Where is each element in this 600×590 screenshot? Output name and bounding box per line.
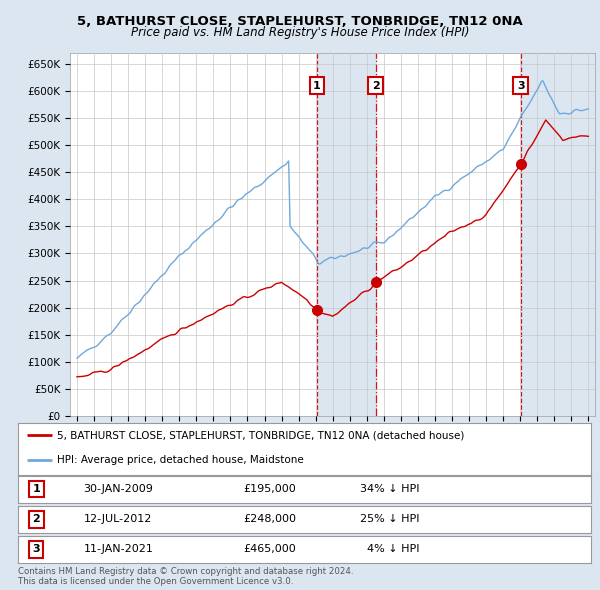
Text: 3: 3: [517, 81, 524, 91]
Text: 12-JUL-2012: 12-JUL-2012: [84, 514, 152, 524]
Text: £465,000: £465,000: [244, 545, 296, 554]
Text: 5, BATHURST CLOSE, STAPLEHURST, TONBRIDGE, TN12 0NA: 5, BATHURST CLOSE, STAPLEHURST, TONBRIDG…: [77, 15, 523, 28]
Text: 25% ↓ HPI: 25% ↓ HPI: [359, 514, 419, 524]
Bar: [521, 53, 595, 416]
Text: Price paid vs. HM Land Registry's House Price Index (HPI): Price paid vs. HM Land Registry's House …: [131, 26, 469, 39]
Text: Contains HM Land Registry data © Crown copyright and database right 2024.
This d: Contains HM Land Registry data © Crown c…: [18, 567, 353, 586]
Bar: [317, 53, 376, 416]
Text: 5, BATHURST CLOSE, STAPLEHURST, TONBRIDGE, TN12 0NA (detached house): 5, BATHURST CLOSE, STAPLEHURST, TONBRIDG…: [57, 431, 464, 441]
Text: 34% ↓ HPI: 34% ↓ HPI: [359, 484, 419, 494]
Text: £248,000: £248,000: [244, 514, 296, 524]
Text: 3: 3: [32, 545, 40, 554]
Text: 2: 2: [32, 514, 40, 524]
Text: 4% ↓ HPI: 4% ↓ HPI: [367, 545, 419, 554]
Text: 1: 1: [32, 484, 40, 494]
Text: 11-JAN-2021: 11-JAN-2021: [83, 545, 153, 554]
Text: 30-JAN-2009: 30-JAN-2009: [83, 484, 153, 494]
Text: 2: 2: [372, 81, 380, 91]
Text: £195,000: £195,000: [244, 484, 296, 494]
Text: HPI: Average price, detached house, Maidstone: HPI: Average price, detached house, Maid…: [57, 455, 304, 466]
Text: 1: 1: [313, 81, 321, 91]
